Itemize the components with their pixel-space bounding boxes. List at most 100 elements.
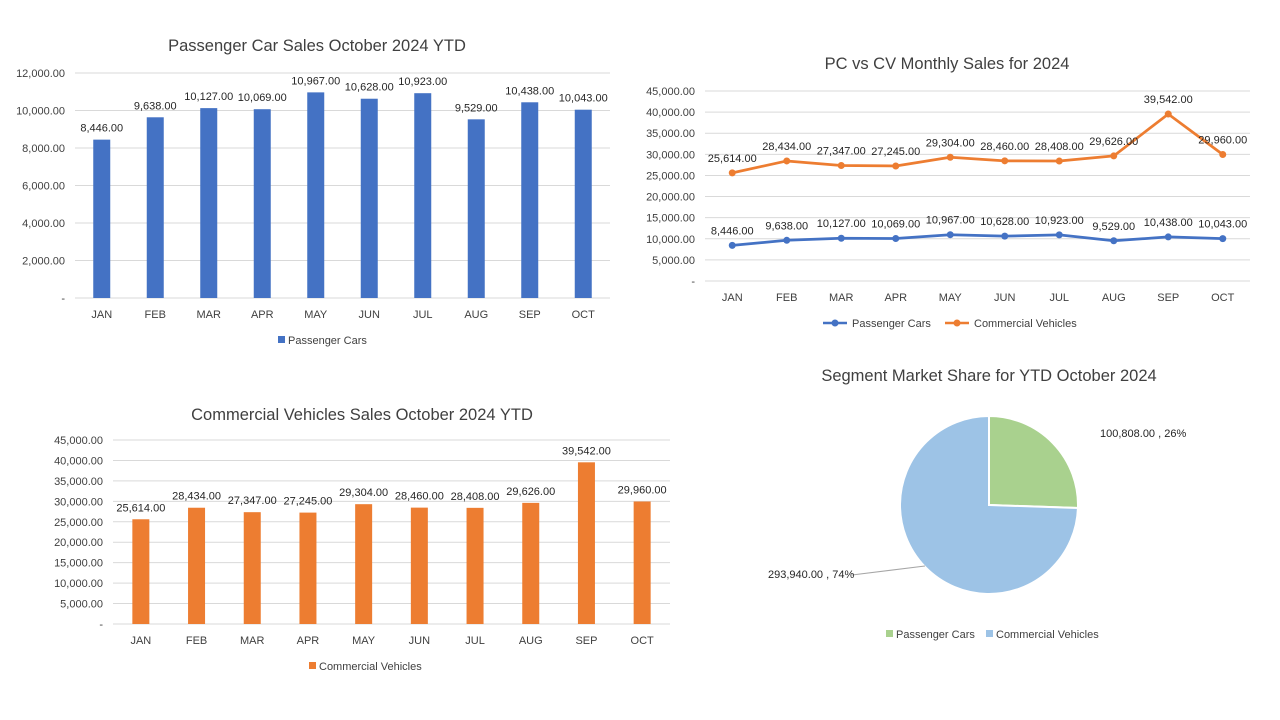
data-label-passenger-cars-feb: 9,638.00 [765,220,808,232]
bar-aug [467,119,485,298]
chart-title: Passenger Car Sales October 2024 YTD [168,37,466,55]
bar-feb [188,507,206,624]
y-tick-label: 40,000.00 [646,107,695,119]
data-label-commercial-vehicles-aug: 29,626.00 [1089,136,1138,148]
x-tick-label-feb: FEB [776,292,797,304]
y-tick-label: 5,000.00 [652,255,695,267]
chart-title: Segment Market Share for YTD October 202… [821,367,1156,385]
segment-share-pie-chart: Segment Market Share for YTD October 202… [768,367,1186,641]
legend-swatch-passenger-cars [886,630,893,637]
y-tick-label: 35,000.00 [54,476,103,488]
data-label-commercial-vehicles-oct: 29,960.00 [1198,135,1247,147]
y-tick-label: 8,000.00 [22,143,65,155]
data-label-passenger-cars-mar: 10,127.00 [817,218,866,230]
x-tick-label-feb: FEB [186,635,207,647]
data-label-passenger-cars-apr: 10,069.00 [871,218,920,230]
data-label-jul: 28,408.00 [451,491,500,503]
point-commercial-vehicles-oct [1219,151,1227,159]
point-passenger-cars-apr [892,234,900,242]
bar-feb [146,117,164,298]
point-passenger-cars-oct [1219,235,1227,243]
series-line-commercial-vehicles [731,112,1224,175]
pc-vs-cv-line-chart-panel: PC vs CV Monthly Sales for 2024 - 5,000.0… [640,0,1280,360]
bar-may [355,504,373,624]
data-label-aug: 9,529.00 [455,102,498,114]
y-tick-label: 25,000.00 [646,170,695,182]
y-tick-label: 35,000.00 [646,128,695,140]
bar-jul [414,93,432,298]
y-tick-label: 15,000.00 [646,213,695,225]
y-tick-label: 40,000.00 [54,455,103,467]
legend-label-commercial-vehicles: Commercial Vehicles [974,318,1077,330]
pie-label-passenger-cars: 100,808.00 , 26% [1100,428,1186,440]
x-tick-label-apr: APR [251,309,274,321]
data-label-jan: 8,446.00 [80,123,123,135]
x-tick-label-may: MAY [939,292,963,304]
x-tick-label-sep: SEP [519,309,541,321]
data-label-jan: 25,614.00 [116,502,165,514]
data-label-commercial-vehicles-may: 29,304.00 [926,137,975,149]
point-commercial-vehicles-jul [1055,157,1063,165]
data-label-may: 10,967.00 [291,75,340,87]
legend-marker-passenger-cars [831,319,839,327]
series-line-passenger-cars [732,233,1223,247]
legend-label-commercial-vehicles: Commercial Vehicles [996,629,1099,641]
y-tick-label: 10,000.00 [646,234,695,246]
y-tick-label: 45,000.00 [54,435,103,447]
bar-jun [410,507,428,624]
y-tick-label: 2,000.00 [22,256,65,268]
bar-may [307,92,325,299]
legend-marker-commercial-vehicles [953,319,961,327]
point-commercial-vehicles-jun [1001,157,1009,165]
x-tick-label-oct: OCT [1211,292,1235,304]
bar-apr [299,512,317,624]
bar-jan [132,519,150,624]
x-tick-label-jul: JUL [413,309,433,321]
y-tick-label: - [691,276,695,288]
x-tick-label-mar: MAR [829,292,854,304]
x-tick-label-jan: JAN [91,309,112,321]
x-tick-label-sep: SEP [575,635,597,647]
data-label-passenger-cars-oct: 10,043.00 [1198,219,1247,231]
x-tick-label-apr: APR [297,635,320,647]
y-tick-label: 20,000.00 [646,192,695,204]
bar-oct [633,501,651,624]
bar-apr [253,109,271,298]
pie-slice-passenger-cars [988,414,1079,510]
data-label-commercial-vehicles-feb: 28,434.00 [762,141,811,153]
pie-label-commercial-vehicles: 293,940.00 , 74% [768,569,854,581]
data-label-oct: 10,043.00 [559,93,608,105]
point-commercial-vehicles-jan [728,169,736,177]
data-label-sep: 10,438.00 [505,85,554,97]
bar-sep [521,102,539,298]
bar-oct [574,109,592,298]
x-tick-label-aug: AUG [519,635,543,647]
x-tick-label-aug: AUG [464,309,488,321]
bar-aug [522,502,540,624]
bar-jan [93,139,111,298]
x-tick-label-mar: MAR [240,635,265,647]
x-tick-label-apr: APR [884,292,907,304]
y-tick-label: - [99,619,103,631]
data-label-mar: 27,347.00 [228,495,277,507]
point-passenger-cars-jan [728,241,736,249]
x-tick-label-jul: JUL [465,635,485,647]
data-label-passenger-cars-jan: 8,446.00 [711,225,754,237]
data-label-passenger-cars-jun: 10,628.00 [980,216,1029,228]
legend-swatch-commercial-vehicles [309,662,316,669]
data-label-mar: 10,127.00 [184,91,233,103]
y-tick-label: 20,000.00 [54,537,103,549]
x-tick-label-oct: OCT [631,635,655,647]
y-tick-label: 10,000.00 [16,106,65,118]
data-label-passenger-cars-sep: 10,438.00 [1144,217,1193,229]
point-passenger-cars-may [946,231,954,239]
x-tick-label-jun: JUN [994,292,1015,304]
x-tick-label-jan: JAN [130,635,151,647]
y-tick-label: 30,000.00 [54,496,103,508]
data-label-commercial-vehicles-jun: 28,460.00 [980,141,1029,153]
data-label-feb: 9,638.00 [134,100,177,112]
y-tick-label: 5,000.00 [60,599,103,611]
y-tick-label: 15,000.00 [54,558,103,570]
point-passenger-cars-jun [1001,232,1009,240]
bar-mar [200,108,218,299]
